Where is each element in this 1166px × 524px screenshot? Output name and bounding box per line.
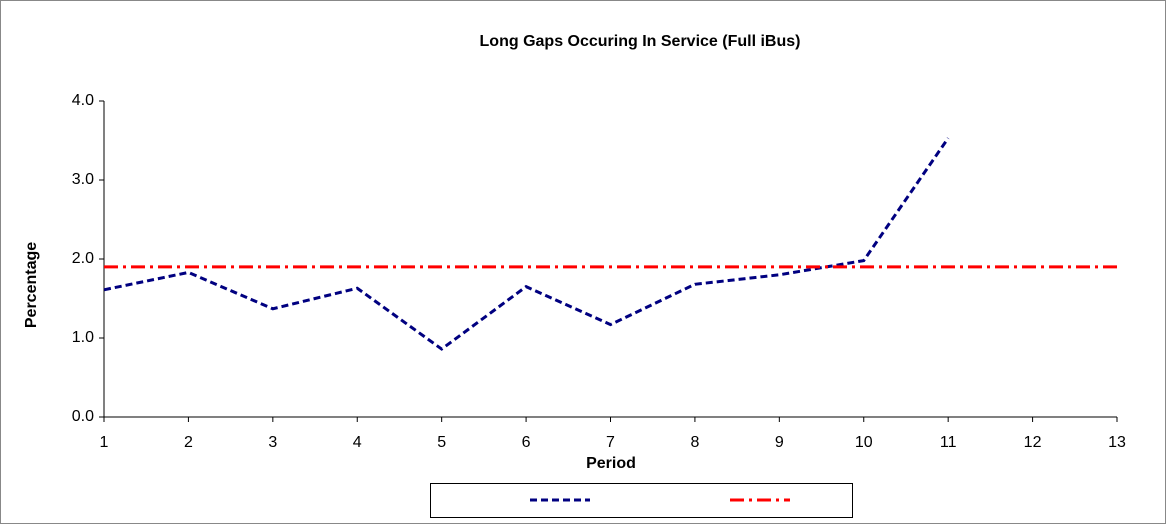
x-tick-label: 5 xyxy=(437,434,446,451)
y-tick-label: 4.0 xyxy=(72,92,94,109)
x-tick-label: 4 xyxy=(353,434,362,451)
x-tick-label: 2 xyxy=(184,434,193,451)
x-tick-label: 8 xyxy=(690,434,699,451)
y-tick-label: 1.0 xyxy=(72,329,94,346)
y-tick-label: 0.0 xyxy=(72,408,94,425)
series-line xyxy=(103,137,950,351)
x-tick-label: 1 xyxy=(100,434,109,451)
y-tick-label: 2.0 xyxy=(72,250,94,267)
x-axis-title: Period xyxy=(586,455,636,472)
chart-title: Long Gaps Occuring In Service (Full iBus… xyxy=(480,33,801,50)
x-tick-label: 13 xyxy=(1108,434,1126,451)
x-tick-label: 7 xyxy=(606,434,615,451)
x-tick-label: 12 xyxy=(1024,434,1042,451)
y-axis-title: Percentage xyxy=(23,242,40,328)
x-tick-label: 3 xyxy=(268,434,277,451)
x-tick-label: 11 xyxy=(940,434,957,451)
legend-box xyxy=(430,483,853,518)
x-tick-label: 6 xyxy=(522,434,531,451)
y-tick-label: 3.0 xyxy=(72,171,94,188)
x-tick-label: 10 xyxy=(855,434,873,451)
x-tick-label: 9 xyxy=(775,434,784,451)
